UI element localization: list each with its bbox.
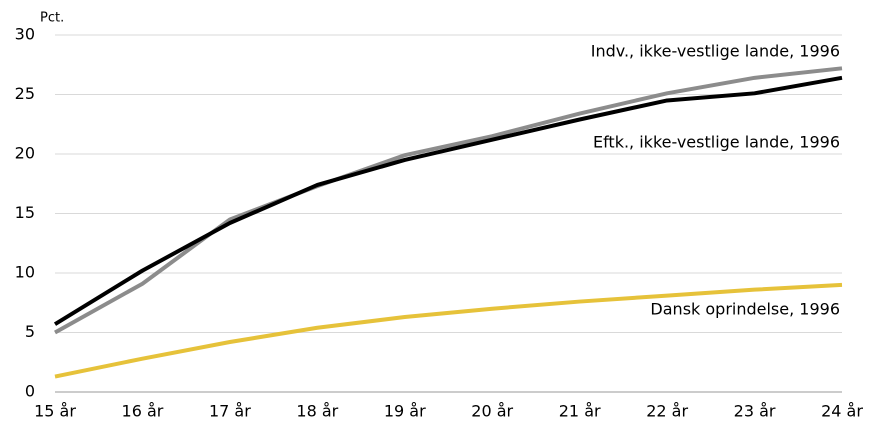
y-tick-label: 25 — [15, 84, 35, 103]
x-tick-label: 21 år — [559, 402, 601, 421]
x-tick-label: 17 år — [209, 402, 251, 421]
y-tick-label: 10 — [15, 263, 35, 282]
x-tick-label: 18 år — [296, 402, 338, 421]
x-tick-label: 23 år — [734, 402, 776, 421]
x-tick-label: 24 år — [821, 402, 863, 421]
y-tick-label: 30 — [15, 25, 35, 44]
series-label: Dansk oprindelse, 1996 — [650, 300, 840, 319]
line-series — [53, 75, 843, 326]
y-axis-label: Pct. — [40, 11, 64, 26]
series-label: Indv., ikke-vestlige lande, 1996 — [591, 42, 840, 61]
series-label: Eftk., ikke-vestlige lande, 1996 — [593, 133, 840, 152]
y-tick-label: 15 — [15, 203, 35, 222]
line-series — [54, 282, 843, 379]
line-series — [54, 66, 843, 335]
y-tick-label: 20 — [15, 144, 35, 163]
x-tick-label: 16 år — [122, 402, 164, 421]
x-tick-label: 22 år — [646, 402, 688, 421]
y-tick-label: 5 — [25, 322, 35, 341]
x-tick-label: 20 år — [471, 402, 513, 421]
x-tick-label: 15 år — [34, 402, 76, 421]
x-tick-label: 19 år — [384, 402, 426, 421]
y-tick-label: 0 — [25, 382, 35, 401]
